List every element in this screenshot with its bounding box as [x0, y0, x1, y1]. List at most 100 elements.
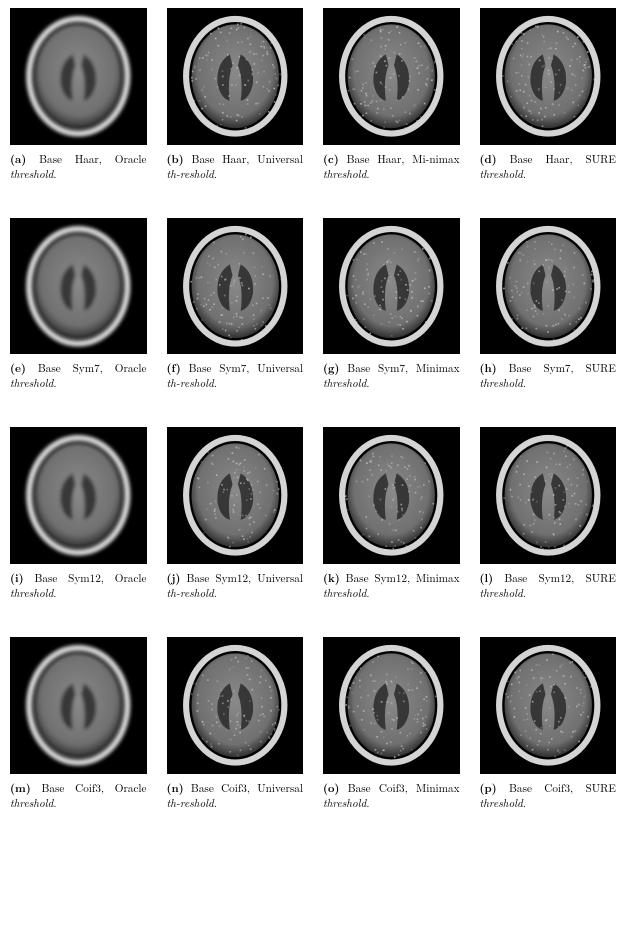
- subfigure-caption: (d) Base Haar, SURE threshold.: [480, 152, 617, 182]
- subfigure-caption: (l) Base Sym12, SURE threshold.: [480, 571, 617, 601]
- subfigure-image: [323, 427, 460, 564]
- subfigure-image: [480, 637, 617, 774]
- caption-italic: th-reshold: [167, 166, 214, 182]
- caption-text: Base Coif3, Universal: [191, 780, 303, 796]
- figure-cell: (l) Base Sym12, SURE threshold.: [480, 427, 617, 601]
- caption-text: Base Sym12, SURE: [504, 570, 616, 586]
- figure-cell: (k) Base Sym12, Minimax threshold.: [323, 427, 460, 601]
- subfigure-caption: (k) Base Sym12, Minimax threshold.: [323, 571, 460, 601]
- caption-after: .: [523, 166, 526, 182]
- caption-after: .: [366, 795, 369, 811]
- figure-cell: (n) Base Coif3, Universal th-reshold.: [167, 637, 304, 811]
- subfigure-image: [10, 8, 147, 145]
- caption-text: Base Sym7, Oracle: [38, 360, 147, 376]
- caption-tag: (f): [167, 360, 181, 376]
- subfigure-caption: (m) Base Coif3, Oracle threshold.: [10, 781, 147, 811]
- caption-after: .: [214, 795, 217, 811]
- caption-tag: (k): [323, 570, 340, 586]
- caption-after: .: [523, 585, 526, 601]
- subfigure-image: [167, 637, 304, 774]
- caption-after: .: [53, 795, 56, 811]
- caption-after: .: [523, 795, 526, 811]
- subfigure-image: [480, 218, 617, 355]
- caption-after: .: [366, 166, 369, 182]
- caption-tag: (e): [10, 360, 26, 376]
- caption-text: Base Sym7, Minimax: [347, 360, 459, 376]
- caption-text: Base Haar, Universal: [192, 151, 303, 167]
- figure-cell: (g) Base Sym7, Minimax threshold.: [323, 218, 460, 392]
- caption-tag: (g): [323, 360, 339, 376]
- caption-text: Base Coif3, Oracle: [41, 780, 146, 796]
- caption-after: .: [214, 166, 217, 182]
- subfigure-image: [323, 218, 460, 355]
- caption-after: .: [214, 375, 217, 391]
- figure-cell: (f) Base Sym7, Universal th-reshold.: [167, 218, 304, 392]
- caption-text: Base Sym7, SURE: [509, 360, 616, 376]
- figure-cell: (p) Base Coif3, SURE threshold.: [480, 637, 617, 811]
- caption-text: Base Coif3, SURE: [509, 780, 616, 796]
- caption-after: .: [214, 585, 217, 601]
- caption-tag: (m): [10, 780, 31, 796]
- caption-tag: (j): [167, 570, 181, 586]
- caption-italic: th-reshold: [167, 585, 214, 601]
- subfigure-caption: (j) Base Sym12, Universal th-reshold.: [167, 571, 304, 601]
- caption-italic: threshold: [323, 166, 366, 182]
- subfigure-caption: (b) Base Haar, Universal th-reshold.: [167, 152, 304, 182]
- figure-cell: (b) Base Haar, Universal th-reshold.: [167, 8, 304, 182]
- figure-cell: (c) Base Haar, Mi-nimax threshold.: [323, 8, 460, 182]
- figure-cell: (a) Base Haar, Oracle threshold.: [10, 8, 147, 182]
- caption-italic: threshold: [10, 795, 53, 811]
- caption-italic: threshold: [480, 795, 523, 811]
- caption-text: Base Sym12, Oracle: [34, 570, 146, 586]
- caption-italic: threshold: [480, 375, 523, 391]
- caption-after: .: [53, 585, 56, 601]
- caption-tag: (n): [167, 780, 184, 796]
- figure-cell: (o) Base Coif3, Minimax threshold.: [323, 637, 460, 811]
- caption-italic: threshold: [323, 375, 366, 391]
- caption-text: Base Haar, Oracle: [39, 151, 146, 167]
- subfigure-image: [323, 8, 460, 145]
- caption-text: Base Sym12, Universal: [186, 570, 303, 586]
- figure-grid: (a) Base Haar, Oracle threshold.(b) Base…: [10, 8, 616, 811]
- caption-italic: threshold: [10, 166, 53, 182]
- caption-italic: th-reshold: [167, 375, 214, 391]
- subfigure-image: [323, 637, 460, 774]
- figure-cell: (j) Base Sym12, Universal th-reshold.: [167, 427, 304, 601]
- caption-tag: (o): [323, 780, 339, 796]
- caption-tag: (i): [10, 570, 24, 586]
- caption-text: Base Haar, SURE: [510, 151, 616, 167]
- figure-cell: (h) Base Sym7, SURE threshold.: [480, 218, 617, 392]
- caption-after: .: [53, 166, 56, 182]
- caption-italic: threshold: [480, 166, 523, 182]
- subfigure-image: [10, 637, 147, 774]
- figure-cell: (e) Base Sym7, Oracle threshold.: [10, 218, 147, 392]
- caption-text: Base Sym12, Minimax: [346, 570, 460, 586]
- figure-cell: (m) Base Coif3, Oracle threshold.: [10, 637, 147, 811]
- subfigure-caption: (a) Base Haar, Oracle threshold.: [10, 152, 147, 182]
- subfigure-caption: (f) Base Sym7, Universal th-reshold.: [167, 361, 304, 391]
- caption-italic: threshold: [323, 795, 366, 811]
- subfigure-caption: (h) Base Sym7, SURE threshold.: [480, 361, 617, 391]
- figure-cell: (d) Base Haar, SURE threshold.: [480, 8, 617, 182]
- caption-tag: (b): [167, 151, 184, 167]
- subfigure-image: [480, 427, 617, 564]
- caption-tag: (h): [480, 360, 497, 376]
- caption-italic: threshold: [10, 585, 53, 601]
- caption-italic: threshold: [10, 375, 53, 391]
- caption-after: .: [523, 375, 526, 391]
- subfigure-caption: (i) Base Sym12, Oracle threshold.: [10, 571, 147, 601]
- caption-tag: (l): [480, 570, 494, 586]
- subfigure-caption: (o) Base Coif3, Minimax threshold.: [323, 781, 460, 811]
- subfigure-image: [10, 218, 147, 355]
- subfigure-image: [167, 218, 304, 355]
- caption-italic: th-reshold: [167, 795, 214, 811]
- caption-text: Base Coif3, Minimax: [348, 780, 460, 796]
- caption-tag: (a): [10, 151, 26, 167]
- subfigure-image: [480, 8, 617, 145]
- caption-italic: threshold: [480, 585, 523, 601]
- caption-after: .: [366, 375, 369, 391]
- caption-tag: (d): [480, 151, 497, 167]
- caption-after: .: [366, 585, 369, 601]
- subfigure-image: [167, 427, 304, 564]
- caption-after: .: [53, 375, 56, 391]
